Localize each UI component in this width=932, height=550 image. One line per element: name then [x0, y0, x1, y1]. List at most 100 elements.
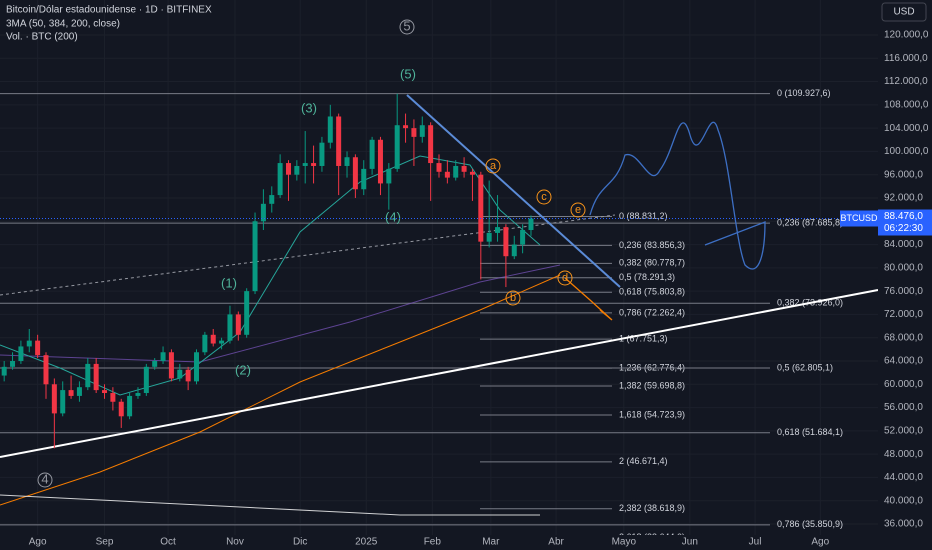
wave-label: (4)	[385, 209, 401, 224]
y-tick-label: 68.000,0	[884, 332, 923, 343]
y-tick-label: 52.000,0	[884, 425, 923, 436]
candle-body	[277, 163, 283, 196]
wave-label: (1)	[221, 275, 237, 290]
candle-body	[76, 387, 82, 396]
resistance-line	[406, 94, 621, 288]
x-tick-label: Jul	[749, 537, 762, 548]
candle-body	[227, 314, 233, 341]
candle-body	[495, 227, 501, 233]
x-tick-label: 2025	[355, 537, 378, 548]
fib-label: 0 (88.831,2)	[619, 211, 668, 221]
fib-label: 2 (46.671,4)	[619, 456, 668, 466]
countdown: 06:22:30	[884, 223, 923, 234]
x-tick-label: Oct	[160, 537, 176, 548]
candle-body	[520, 230, 526, 245]
y-tick-label: 100.000,0	[884, 146, 929, 157]
candle-body	[386, 168, 392, 184]
candle-body	[60, 390, 66, 414]
wave-label: 5	[403, 18, 410, 33]
letter-circle	[536, 189, 552, 205]
fib-label: 0,786 (72.262,4)	[619, 307, 685, 317]
y-tick-label: 96.000,0	[884, 169, 923, 180]
candle-body	[235, 314, 241, 335]
symbol-tag-bg	[840, 210, 878, 227]
candle-body	[135, 393, 141, 396]
candle-body	[185, 369, 191, 382]
candle-body	[478, 174, 484, 242]
wave-label: (5)	[400, 66, 416, 81]
candle-body	[35, 340, 41, 356]
candle-body	[344, 157, 350, 166]
candle-body	[202, 334, 208, 353]
candle-body	[210, 334, 216, 344]
candle-body	[1, 366, 7, 376]
candle-body	[152, 360, 158, 367]
candle-body	[10, 360, 16, 367]
candle-body	[26, 340, 32, 347]
candle-body	[336, 116, 342, 166]
wave-circle	[399, 19, 415, 35]
currency-button[interactable]	[881, 2, 927, 22]
letter-label: e	[575, 204, 581, 216]
candle-body	[453, 165, 459, 178]
candle-body	[285, 163, 291, 175]
candle-body	[294, 165, 300, 175]
y-tick-label: 72.000,0	[884, 309, 923, 320]
candle-body	[110, 393, 116, 402]
price-axis	[878, 0, 932, 550]
candle-body	[93, 363, 99, 391]
letter-circle	[485, 158, 501, 174]
candle-body	[369, 139, 375, 169]
ma-200	[0, 274, 561, 506]
fib-label: 0,786 (35.850,9)	[777, 519, 843, 529]
candle-body	[68, 390, 74, 396]
x-tick-label: Mar	[482, 537, 500, 548]
y-tick-label: 40.000,0	[884, 495, 923, 506]
candle-body	[486, 232, 492, 242]
candle-body	[419, 125, 425, 137]
wave-label: (3)	[301, 100, 317, 115]
letter-label: d	[562, 272, 568, 284]
x-tick-label: Sep	[96, 537, 114, 548]
candle-body	[403, 125, 409, 129]
candle-body	[244, 291, 250, 335]
currency-label[interactable]: USD	[893, 7, 914, 18]
candle-body	[511, 244, 517, 257]
y-tick-label: 44.000,0	[884, 472, 923, 483]
y-tick-label: 108.000,0	[884, 99, 929, 110]
y-tick-label: 116.000,0	[884, 53, 928, 64]
candle-body	[18, 346, 24, 361]
volume-label: Vol. · BTC (200)	[6, 32, 78, 43]
fib-label: 0,5 (78.291,3)	[619, 272, 675, 282]
price-tag: 88.476,0	[884, 211, 923, 222]
candle-body	[394, 125, 400, 169]
candle-body	[377, 139, 383, 184]
wave-circle	[37, 472, 53, 488]
candle-body	[361, 168, 367, 190]
candle-body	[436, 163, 442, 172]
y-tick-label: 48.000,0	[884, 449, 923, 460]
letter-label: c	[541, 191, 547, 203]
candle-body	[327, 116, 333, 143]
fib-label: 0,236 (87.685,8)	[777, 217, 843, 227]
projection	[589, 121, 766, 270]
y-tick-label: 92.000,0	[884, 193, 923, 204]
candle-body	[352, 157, 358, 190]
time-axis	[0, 535, 932, 550]
volume-ma	[0, 494, 540, 516]
indicator-label: 3MA (50, 384, 200, close)	[6, 19, 120, 30]
ma-384	[0, 264, 561, 363]
y-tick-label: 76.000,0	[884, 286, 923, 297]
price-tag-bg	[878, 209, 932, 236]
candle-body	[194, 352, 200, 382]
candle-body	[260, 203, 266, 222]
fib-label: 0,382 (80.778,7)	[619, 258, 685, 268]
letter-circle	[570, 202, 586, 218]
candle-body	[219, 340, 225, 344]
x-tick-label: Nov	[226, 537, 244, 548]
letter-label: b	[510, 292, 516, 304]
x-tick-label: Jun	[682, 537, 698, 548]
letter-label: a	[490, 160, 497, 172]
